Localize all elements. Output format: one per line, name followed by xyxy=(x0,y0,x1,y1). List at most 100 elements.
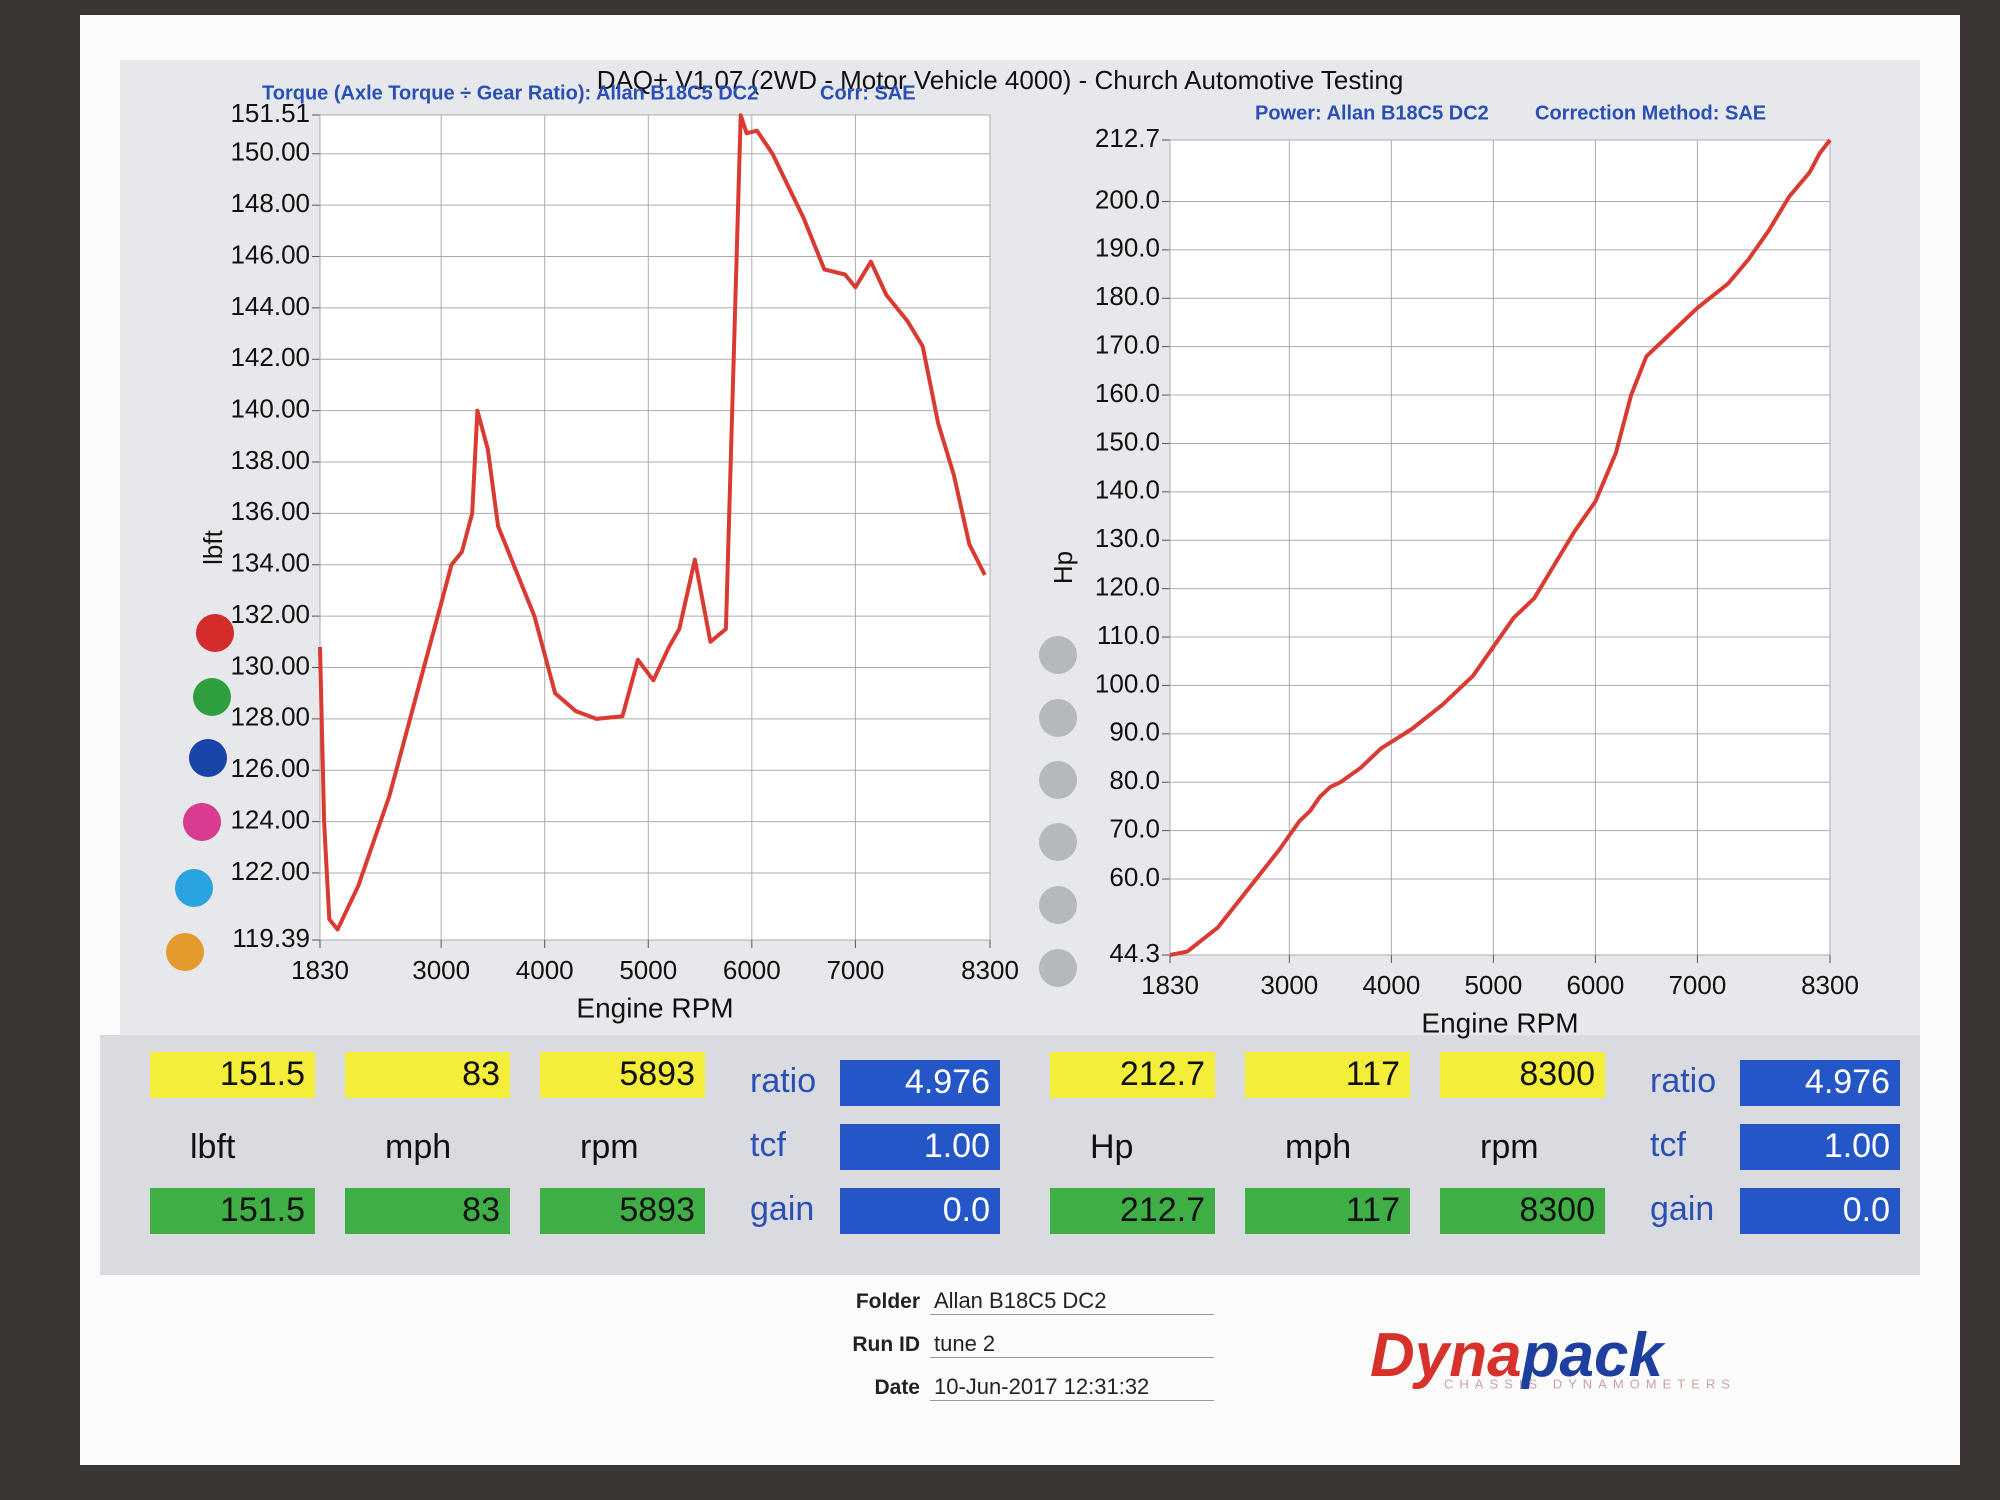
y-tick-label: 140.00 xyxy=(230,394,310,424)
y-tick-label: 146.00 xyxy=(230,239,310,269)
y-tick-label: 80.0 xyxy=(1109,765,1160,795)
x-tick-label: 6000 xyxy=(723,955,781,985)
y-tick-label: 122.00 xyxy=(230,856,310,886)
y-tick-label: 190.0 xyxy=(1095,233,1160,263)
max-value: 117 xyxy=(1245,1052,1410,1098)
torque-power-line xyxy=(1169,138,1832,957)
unit-label: rpm xyxy=(580,1128,639,1166)
y-tick-label: 100.0 xyxy=(1095,668,1160,698)
y-tick-label: 170.0 xyxy=(1095,330,1160,360)
y-tick-label: 70.0 xyxy=(1109,813,1160,843)
param-value: 1.00 xyxy=(840,1124,1000,1170)
y-tick-label: 200.0 xyxy=(1095,184,1160,214)
y-tick-label: 148.00 xyxy=(230,188,310,218)
x-axis-label: Engine RPM xyxy=(576,992,733,1023)
x-tick-label: 3000 xyxy=(1260,970,1318,1000)
x-axis-label: Engine RPM xyxy=(1421,1007,1578,1038)
logo-part: pack xyxy=(1520,1321,1667,1390)
info-label: Folder xyxy=(855,1290,920,1313)
y-tick-label: 110.0 xyxy=(1097,620,1160,650)
x-tick-label: 7000 xyxy=(826,955,884,985)
logo-tagline: CHASSIS DYNAMOMETERS xyxy=(1444,1376,1736,1391)
max-value: 83 xyxy=(345,1052,510,1098)
y-tick-label: 138.00 xyxy=(230,445,310,475)
x-tick-label: 5000 xyxy=(619,955,677,985)
header-title: DAQ+ V1.07 (2WD - Motor Vehicle 4000) - … xyxy=(597,65,1404,95)
y-axis-label: lbft xyxy=(198,529,228,564)
y-tick-label: 144.00 xyxy=(230,291,310,321)
current-value: 151.5 xyxy=(150,1188,315,1234)
current-value: 212.7 xyxy=(1050,1188,1215,1234)
y-tick-label: 180.0 xyxy=(1095,281,1160,311)
y-tick-label: 124.00 xyxy=(230,804,310,834)
param-label: gain xyxy=(1650,1190,1715,1228)
y-tick-label: 119.39 xyxy=(232,923,310,953)
param-label: gain xyxy=(750,1190,815,1228)
logo: Dynapack xyxy=(1370,1321,1666,1390)
unit-label: lbft xyxy=(190,1128,236,1166)
x-tick-label: 4000 xyxy=(516,955,574,985)
y-tick-label: 60.0 xyxy=(1109,862,1160,892)
y-tick-label: 120.0 xyxy=(1095,572,1160,602)
unit-label: mph xyxy=(385,1128,452,1166)
x-tick-label: 1830 xyxy=(1141,970,1199,1000)
y-tick-label: 44.3 xyxy=(1109,938,1160,968)
max-value: 151.5 xyxy=(150,1052,315,1098)
correction: Corr: SAE xyxy=(820,82,916,104)
max-value: 5893 xyxy=(540,1052,705,1098)
current-value: 8300 xyxy=(1440,1188,1605,1234)
x-tick-label: 1830 xyxy=(291,955,349,985)
chart-title: Torque (Axle Torque ÷ Gear Ratio): Allan… xyxy=(262,82,758,104)
y-tick-label: 134.00 xyxy=(230,548,310,578)
info-label: Date xyxy=(874,1376,920,1399)
y-tick-label: 132.00 xyxy=(230,599,310,629)
param-value: 1.00 xyxy=(1740,1124,1900,1170)
plot-area xyxy=(1169,139,1831,956)
current-value: 83 xyxy=(345,1188,510,1234)
y-axis-label: Hp xyxy=(1048,551,1078,584)
info-value: tune 2 xyxy=(930,1331,1214,1358)
torque-power-line xyxy=(318,113,987,932)
param-label: tcf xyxy=(1650,1126,1686,1164)
max-value: 8300 xyxy=(1440,1052,1605,1098)
x-tick-label: 7000 xyxy=(1668,970,1726,1000)
param-label: ratio xyxy=(1650,1062,1717,1100)
x-tick-label: 3000 xyxy=(412,955,470,985)
logo-part: Dyna xyxy=(1370,1321,1522,1390)
y-tick-label: 90.0 xyxy=(1109,717,1160,747)
current-value: 117 xyxy=(1245,1188,1410,1234)
correction: Correction Method: SAE xyxy=(1535,102,1766,124)
y-tick-label: 151.51 xyxy=(230,98,310,128)
y-tick-label: 130.0 xyxy=(1095,523,1160,553)
unit-label: Hp xyxy=(1090,1128,1134,1166)
unit-label: rpm xyxy=(1480,1128,1539,1166)
plot-area xyxy=(319,114,991,941)
param-value: 0.0 xyxy=(1740,1188,1900,1234)
current-value: 5893 xyxy=(540,1188,705,1234)
legend-dots xyxy=(166,614,1077,987)
y-tick-label: 126.00 xyxy=(230,753,310,783)
y-tick-label: 142.00 xyxy=(230,342,310,372)
x-tick-label: 6000 xyxy=(1566,970,1624,1000)
param-value: 4.976 xyxy=(840,1060,1000,1106)
max-value: 212.7 xyxy=(1050,1052,1215,1098)
info-label: Run ID xyxy=(852,1333,920,1356)
unit-label: mph xyxy=(1285,1128,1352,1166)
chart-title: Power: Allan B18C5 DC2 xyxy=(1255,102,1489,124)
x-tick-label: 5000 xyxy=(1464,970,1522,1000)
param-label: ratio xyxy=(750,1062,817,1100)
y-tick-label: 150.00 xyxy=(230,137,310,167)
y-tick-label: 140.0 xyxy=(1095,475,1160,505)
info-value: Allan B18C5 DC2 xyxy=(930,1288,1214,1315)
y-tick-label: 160.0 xyxy=(1095,378,1160,408)
x-tick-label: 8300 xyxy=(961,955,1019,985)
x-tick-label: 8300 xyxy=(1801,970,1859,1000)
param-label: tcf xyxy=(750,1126,786,1164)
y-tick-label: 212.7 xyxy=(1095,123,1160,153)
param-value: 4.976 xyxy=(1740,1060,1900,1106)
y-tick-label: 128.00 xyxy=(230,702,310,732)
info-value: 10-Jun-2017 12:31:32 xyxy=(930,1374,1214,1401)
param-value: 0.0 xyxy=(840,1188,1000,1234)
